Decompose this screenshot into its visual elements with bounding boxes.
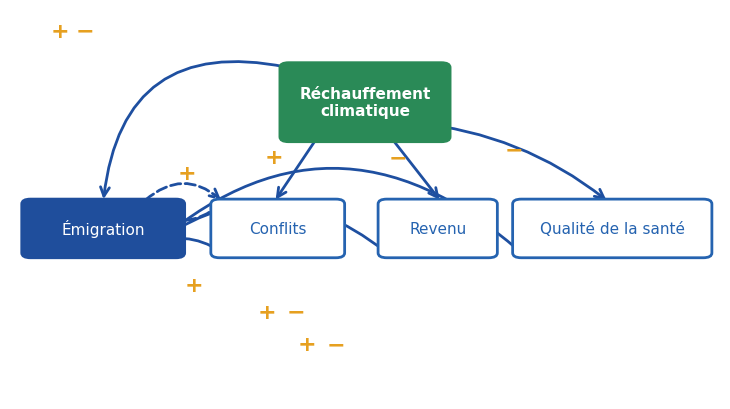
Text: Revenu: Revenu <box>409 221 466 236</box>
Text: −: − <box>76 22 94 42</box>
Text: Émigration: Émigration <box>61 220 145 238</box>
Text: +: + <box>50 22 69 42</box>
FancyBboxPatch shape <box>378 200 497 258</box>
Text: +: + <box>258 302 276 322</box>
Text: Conflits: Conflits <box>249 221 307 236</box>
Text: −: − <box>326 335 345 355</box>
FancyBboxPatch shape <box>512 200 712 258</box>
FancyBboxPatch shape <box>22 200 185 258</box>
Text: +: + <box>185 276 204 296</box>
Text: Qualité de la santé: Qualité de la santé <box>539 221 685 236</box>
Text: +: + <box>298 335 316 355</box>
Text: −: − <box>388 148 407 168</box>
Text: Réchauffement
climatique: Réchauffement climatique <box>299 87 431 119</box>
Text: +: + <box>177 164 196 184</box>
Text: −: − <box>504 140 523 160</box>
Text: +: + <box>265 148 283 168</box>
FancyBboxPatch shape <box>280 63 450 142</box>
Text: −: − <box>287 302 305 322</box>
FancyBboxPatch shape <box>211 200 345 258</box>
